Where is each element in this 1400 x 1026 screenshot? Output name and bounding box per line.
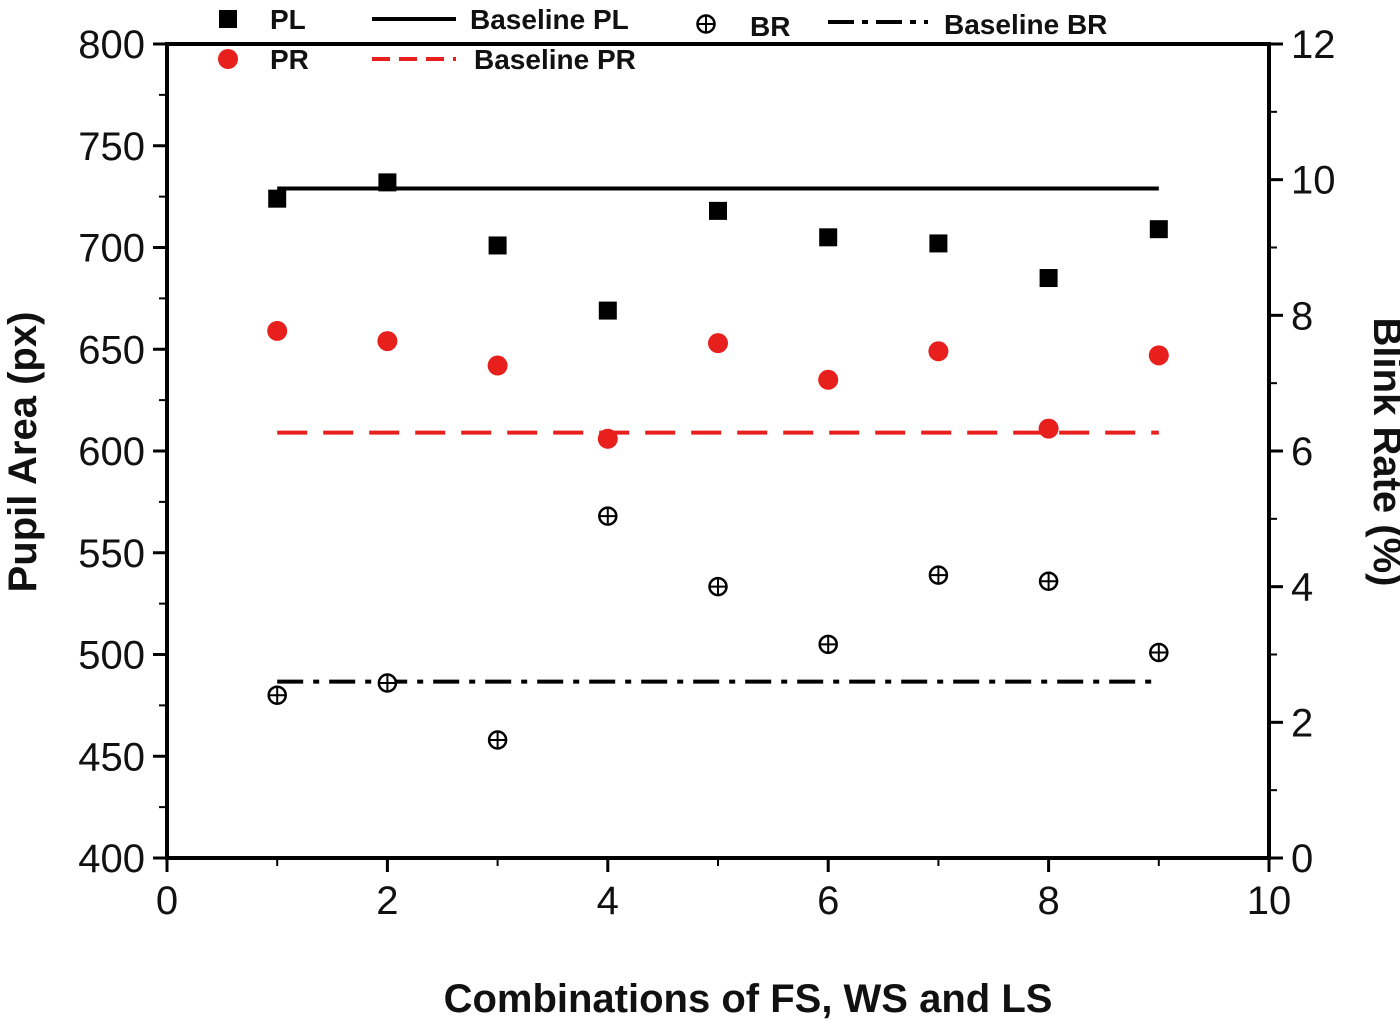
- x-axis-title: Combinations of FS, WS and LS: [444, 977, 1053, 1021]
- point-pl-3: [598, 301, 617, 320]
- y2-tick-label: 10: [1291, 159, 1336, 203]
- point-pl-4: [709, 201, 727, 220]
- point-pl-5: [819, 228, 838, 247]
- point-pr-5: [818, 369, 839, 390]
- point-br-1: [377, 673, 398, 693]
- point-br-3: [598, 506, 618, 526]
- point-br-8: [1149, 642, 1169, 663]
- legend: PL PR Baseline PL Baseline PR BR Baseline BR: [218, 4, 1107, 75]
- y-tick-label: 500: [78, 634, 145, 678]
- x-tick-label: 4: [597, 879, 619, 923]
- legend-label: PL: [270, 4, 306, 35]
- legend-marker-pl: [219, 10, 237, 28]
- point-br-5: [818, 634, 838, 655]
- x-tick-label: 6: [817, 879, 839, 923]
- point-pr-3: [597, 428, 618, 449]
- y-tick-label: 600: [78, 430, 145, 474]
- point-br-7: [1038, 571, 1059, 591]
- legend-label: Baseline BR: [944, 9, 1107, 40]
- point-pr-1: [377, 331, 398, 352]
- y-tick-label: 400: [78, 837, 145, 881]
- x-tick-label: 8: [1037, 879, 1059, 923]
- point-pr-2: [487, 355, 508, 376]
- point-br-2: [487, 730, 508, 750]
- legend-marker-br: [696, 14, 716, 34]
- axes: 0 2 4 6 8 10 400 450 500 550 600 650 700 750 800 0 2 4 6 8 1…: [78, 23, 1335, 923]
- y-tick-label: 450: [78, 735, 145, 779]
- point-pr-6: [928, 341, 949, 362]
- y-tick-label: 750: [78, 125, 145, 169]
- x-tick-label: 0: [156, 879, 178, 923]
- y-axis-title: Pupil Area (px): [1, 312, 45, 593]
- point-pl-8: [1149, 220, 1168, 239]
- y-tick-label: 650: [78, 328, 145, 372]
- y-tick-label: 700: [78, 227, 145, 271]
- point-br-0: [267, 685, 287, 705]
- point-pl-6: [929, 234, 948, 253]
- y-tick-label: 800: [78, 23, 145, 67]
- legend-label: PR: [270, 44, 309, 75]
- y2-axis-title: Blink Rate (%): [1365, 318, 1400, 587]
- point-pl-7: [1039, 269, 1058, 288]
- baselines: [277, 186, 1159, 684]
- point-pl-0: [268, 189, 287, 208]
- x-tick-label: 10: [1247, 879, 1292, 923]
- legend-marker-pr: [218, 49, 238, 69]
- point-br-4: [708, 576, 728, 597]
- y2-tick-label: 6: [1291, 430, 1313, 474]
- y2-tick-label: 0: [1291, 837, 1313, 881]
- point-pr-7: [1038, 418, 1059, 439]
- point-pl-2: [488, 236, 507, 255]
- y2-tick-label: 4: [1291, 566, 1313, 610]
- point-pr-0: [267, 320, 288, 341]
- x-tick-label: 2: [376, 879, 398, 923]
- legend-label: BR: [750, 11, 790, 42]
- point-pr-8: [1148, 345, 1169, 366]
- y2-tick-label: 12: [1291, 23, 1336, 67]
- point-br-6: [928, 565, 949, 585]
- y-tick-label: 550: [78, 532, 145, 576]
- legend-label: Baseline PR: [474, 44, 636, 75]
- point-pl-1: [378, 173, 397, 192]
- y2-tick-label: 8: [1291, 294, 1313, 338]
- y2-tick-label: 2: [1291, 701, 1313, 745]
- data-marks: [267, 173, 1169, 750]
- plot-frame: [165, 42, 1271, 860]
- legend-label: Baseline PL: [470, 4, 629, 35]
- point-pr-4: [708, 333, 728, 354]
